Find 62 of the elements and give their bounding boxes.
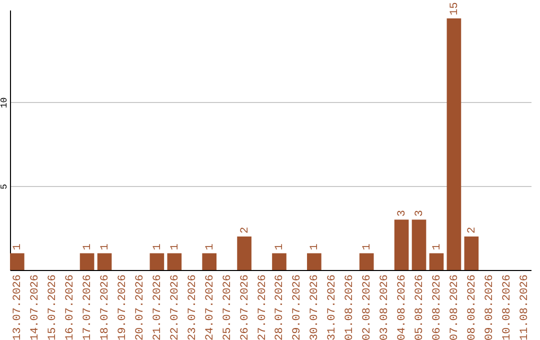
x-tick-label: 24.07.2026 [204, 274, 216, 340]
data-label: 3 [414, 210, 426, 217]
bar [10, 253, 24, 270]
bar [394, 220, 409, 270]
x-tick-label: 10.08.2026 [501, 274, 514, 340]
x-tick-label: 13.07.2026 [12, 274, 24, 340]
x-tick-label: 09.08.2026 [484, 274, 496, 340]
x-tick-label: 23.07.2026 [186, 274, 199, 340]
bar [307, 253, 322, 270]
bar [167, 253, 182, 270]
data-label: 1 [100, 243, 112, 250]
data-label: 3 [396, 210, 409, 217]
x-tick-label: 18.07.2026 [100, 274, 112, 340]
data-label: 1 [274, 243, 286, 250]
x-tick-label: 21.07.2026 [152, 274, 164, 340]
data-label: 15 [448, 2, 461, 16]
data-label: 1 [204, 243, 216, 250]
data-label: 1 [82, 243, 94, 250]
bar [429, 253, 444, 270]
x-tick-label: 04.08.2026 [396, 274, 409, 340]
bar [446, 18, 462, 270]
bar [97, 253, 112, 270]
data-label: 2 [239, 226, 252, 234]
bar [272, 253, 286, 270]
data-label: 1 [152, 243, 164, 250]
x-tick-label: 28.07.2026 [274, 274, 286, 340]
bar [412, 220, 426, 270]
data-label: 1 [362, 243, 374, 250]
data-label: 1 [12, 243, 24, 250]
bar [237, 236, 252, 270]
data-label: 1 [431, 243, 444, 250]
x-tick-label: 15.07.2026 [47, 274, 60, 340]
x-tick-label: 26.07.2026 [239, 274, 252, 340]
x-tick-label: 31.07.2026 [326, 274, 339, 340]
bar [464, 236, 479, 270]
bar [359, 253, 374, 270]
x-tick-label: 17.07.2026 [82, 274, 94, 340]
x-tick-label: 22.07.2026 [169, 274, 182, 340]
bar [202, 253, 217, 270]
data-label: 1 [169, 243, 182, 250]
x-tick-label: 05.08.2026 [414, 274, 426, 340]
x-tick-label: 19.07.2026 [116, 274, 129, 340]
x-tick-label: 02.08.2026 [362, 274, 374, 340]
x-tick-label: 01.08.2026 [344, 274, 356, 340]
x-tick-label: 27.07.2026 [256, 274, 269, 340]
y-tick-label: 10 [0, 97, 10, 108]
x-tick-label: 30.07.2026 [309, 274, 322, 340]
x-tick-label: 29.07.2026 [292, 274, 304, 340]
bar [150, 253, 164, 270]
x-tick-label: 07.08.2026 [448, 274, 461, 340]
x-tick-label: 16.07.2026 [64, 274, 77, 340]
x-tick-label: 20.07.2026 [134, 274, 146, 340]
x-tick-label: 06.08.2026 [431, 274, 444, 340]
bar [80, 253, 94, 270]
y-tick-label: 5 [0, 184, 10, 190]
x-tick-label: 08.08.2026 [466, 274, 478, 340]
x-tick-label: 14.07.2026 [30, 274, 42, 340]
x-tick-label: 11.08.2026 [518, 274, 531, 340]
data-label: 1 [309, 243, 322, 250]
x-tick-label: 03.08.2026 [379, 274, 392, 340]
data-label: 2 [466, 226, 478, 234]
x-tick-label: 25.07.2026 [222, 274, 234, 340]
